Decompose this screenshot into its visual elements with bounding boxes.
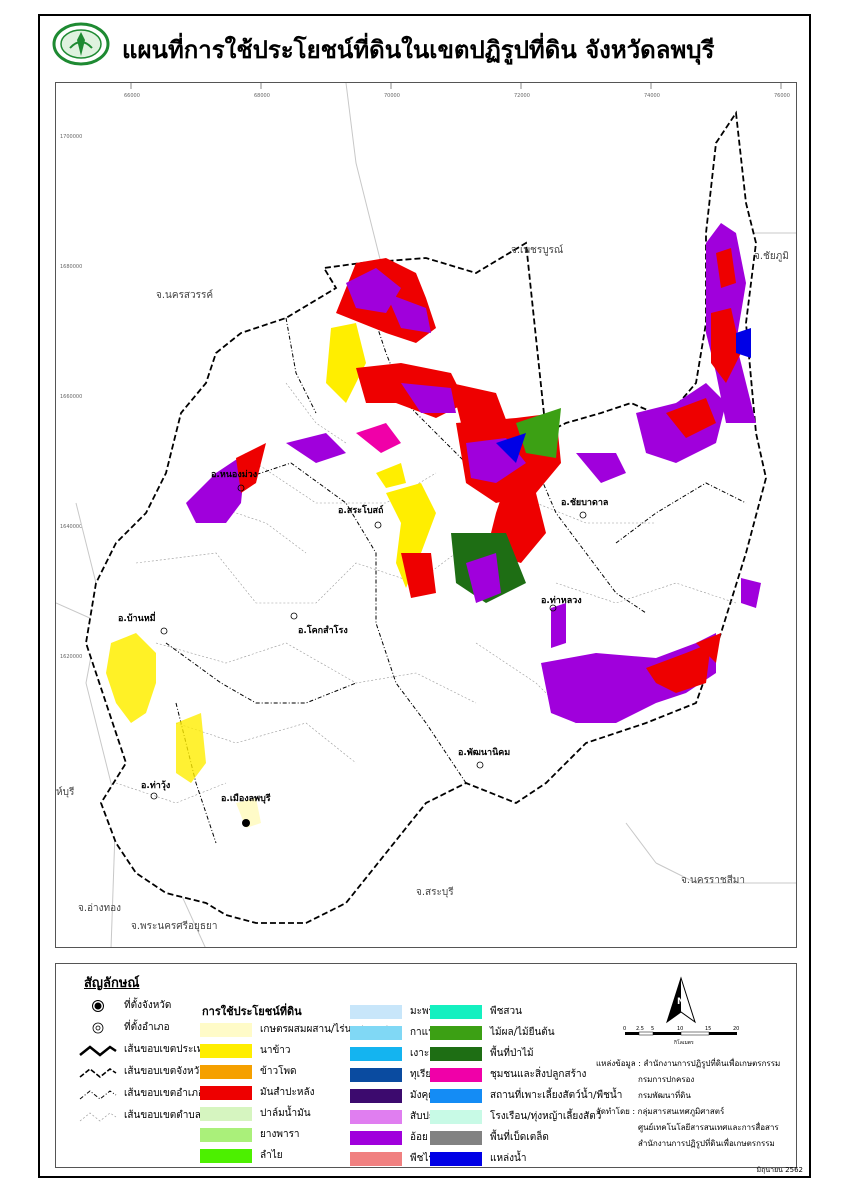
grid-label-x0: 66000 (124, 93, 140, 99)
district-label-ban-mi: อ.บ้านหมี่ (118, 611, 156, 624)
grid-label-x3: 72000 (514, 93, 530, 99)
landuse-item: กาแฟ (350, 1025, 435, 1040)
legend-panel: สัญลักษณ์ ที่ตั้งจังหวัด ที่ตั้งอำเภอ เส… (55, 963, 797, 1168)
landuse-item: มังคุด (350, 1088, 435, 1103)
grid-label-y0: 1700000 (60, 134, 82, 140)
district-label-mueang: อ.เมืองลพบุรี (221, 792, 271, 804)
district-label-chai-badan: อ.ชัยบาดาล (561, 497, 608, 508)
landuse-item: โรงเรือน/ทุ่งหญ้าเลี้ยงสัตว์ (430, 1109, 601, 1124)
landuse-item: พื้นที่ป่าไม้ (430, 1046, 534, 1061)
province-label-ayutthaya: จ.พระนครศรีอยุธยา (131, 920, 217, 932)
grid-label-y3: 1640000 (60, 524, 82, 530)
scale-tick: 10 (677, 1026, 683, 1032)
landuse-item: สถานที่เพาะเลี้ยงสัตว์น้ำ/พืชน้ำ (430, 1088, 622, 1103)
legend-symbol-district-center: ที่ตั้งอำเภอ (78, 1020, 170, 1035)
map-frame (38, 14, 811, 1178)
province-label-nakhon-ratchasima: จ.นครราชสีมา (681, 874, 745, 886)
landuse-item: นาข้าว (200, 1043, 291, 1058)
grid-label-y2: 1660000 (60, 394, 82, 400)
grid-label-x5: 76000 (774, 93, 790, 99)
district-label-khok-samrong: อ.โคกสำโรง (298, 624, 348, 636)
province-label-ang-thong: จ.อ่างทอง (78, 903, 121, 914)
scale-tick: 5 (651, 1026, 654, 1032)
province-center-marker (242, 819, 250, 827)
legend-symbol-province-boundary: เส้นขอบเขตจังหวัด (78, 1064, 206, 1079)
north-arrow-icon: N (666, 976, 696, 1024)
scale-tick: 20 (733, 1026, 739, 1032)
landuse-item: แหล่งน้ำ (430, 1151, 527, 1166)
legend-symbol-province-center: ที่ตั้งจังหวัด (78, 998, 171, 1013)
scale-tick: 2.5 (636, 1026, 644, 1032)
legend-title: สัญลักษณ์ (84, 976, 140, 991)
map-title: แผนที่การใช้ประโยชน์ที่ดินในเขตปฏิรูปที่… (122, 36, 715, 64)
district-center-markers (150, 484, 587, 800)
landuse-item: ยางพารา (200, 1127, 300, 1142)
landuse-item: เกษตรผสมผสาน/ไร่นาสวนผสม (200, 1022, 394, 1037)
landuse-item: ทุเรียน (350, 1067, 438, 1082)
grid-label-y1: 1680000 (60, 264, 82, 270)
grid-label-y4: 1620000 (60, 654, 82, 660)
district-label-nong-muang: อ.หนองม่วง (211, 469, 257, 480)
scale-tick: 15 (705, 1026, 711, 1032)
land-use-map: 66000 68000 70000 72000 74000 76000 1700… (55, 82, 797, 948)
landuse-item: พื้นที่เบ็ดเตล็ด (430, 1130, 549, 1145)
landuse-item: ชุมชนและสิ่งปลูกสร้าง (430, 1067, 586, 1082)
district-label-phatthana-nikhom: อ.พัฒนานิคม (458, 747, 510, 758)
landuse-item: ลำไย (200, 1148, 283, 1163)
landuse-item: ข้าวโพด (200, 1064, 297, 1079)
scale-unit: กิโลเมตร (674, 1039, 694, 1046)
svg-text:N: N (677, 997, 685, 1007)
province-label-phetchabun: จ.เพชรบูรณ์ (511, 244, 563, 256)
alro-seal-logo (52, 22, 110, 66)
land-use-patches (106, 223, 761, 828)
landuse-item: เงาะ (350, 1046, 429, 1061)
landuse-item: สับปะรด (350, 1109, 446, 1124)
landuse-title: การใช้ประโยชน์ที่ดิน (202, 1005, 302, 1018)
neighbor-province-boundaries (56, 83, 796, 947)
grid-label-x2: 70000 (384, 93, 400, 99)
district-label-tha-wung: อ.ท่าวุ้ง (141, 780, 170, 791)
grid-ticks (130, 83, 782, 89)
landuse-item: พืชสวน (430, 1004, 522, 1019)
grid-label-x1: 68000 (254, 93, 270, 99)
province-label-sing-buri: จ.สิงห์บุรี (56, 786, 75, 798)
date-label: มิถุนายน 2562 (756, 1166, 804, 1174)
legend-symbol-district-boundary: เส้นขอบเขตอำเภอ (78, 1086, 204, 1101)
scale-tick: 0 (623, 1026, 626, 1032)
province-label-nakhon-sawan: จ.นครสวรรค์ (156, 289, 213, 301)
legend-symbol-subdistrict-boundary: เส้นขอบเขตตำบล (78, 1108, 201, 1123)
province-label-saraburi: จ.สระบุรี (416, 886, 454, 898)
district-label-sa-bot: อ.สระโบสถ์ (338, 504, 383, 516)
landuse-item: มะพร้าว (350, 1004, 445, 1019)
landuse-item: มันสำปะหลัง (200, 1085, 314, 1100)
source-info: แหล่งข้อมูล : สำนักงานการปฏิรูปที่ดินเพื… (596, 1059, 781, 1148)
grid-label-x4: 74000 (644, 93, 660, 99)
landuse-item: ปาล์มน้ำมัน (200, 1106, 311, 1121)
province-label-chaiyaphum: จ.ชัยภูมิ (754, 251, 789, 262)
legend-symbol-country-boundary: เส้นขอบเขตประเทศ (78, 1042, 210, 1057)
scale-bar: 0 2.5 5 10 15 20 กิโลเมตร (623, 1026, 739, 1046)
landuse-item: อ้อย (350, 1130, 428, 1145)
landuse-item: ไม้ผล/ไม้ยืนต้น (430, 1025, 555, 1040)
district-label-tha-luang: อ.ท่าหลวง (541, 595, 582, 606)
landuse-item: พืชไร่ (350, 1151, 434, 1166)
